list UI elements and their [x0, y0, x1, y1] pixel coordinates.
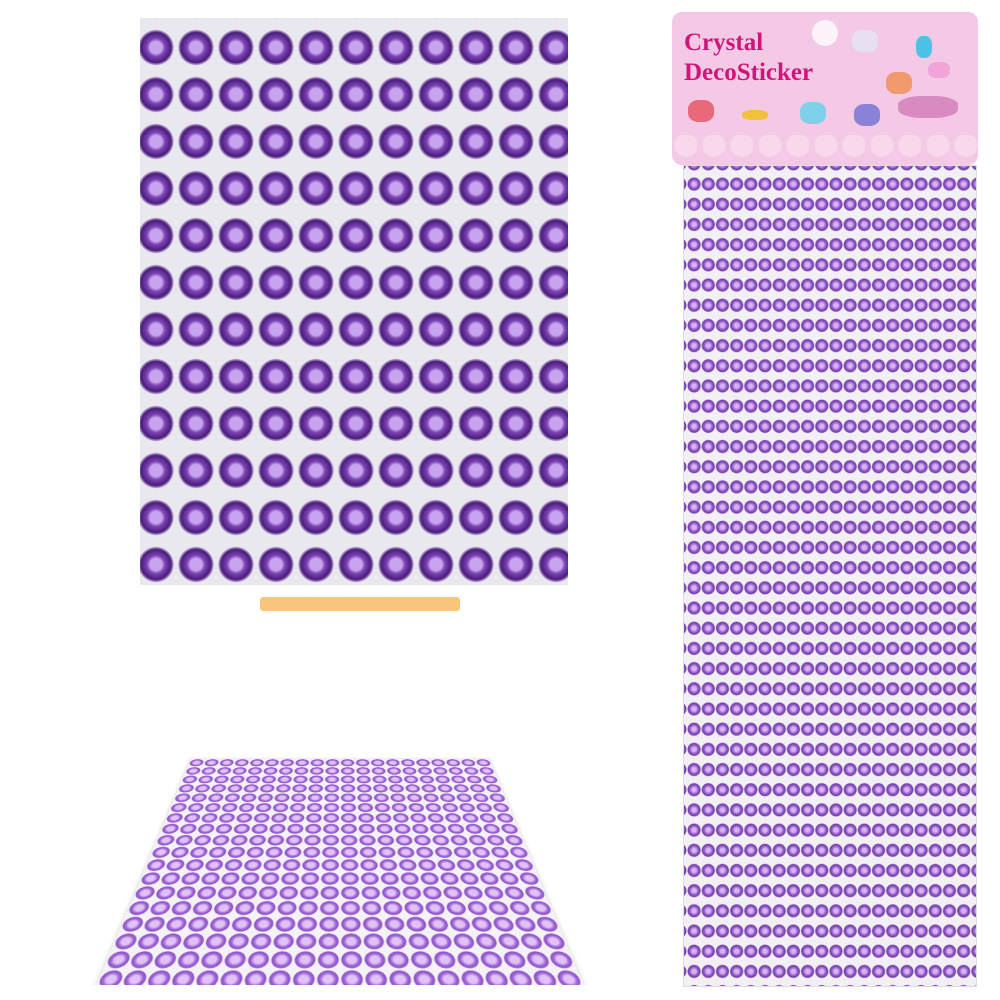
red-heart-gem-icon	[688, 100, 714, 122]
yellow-gem-icon	[742, 110, 768, 120]
blue-gem-icon	[916, 36, 932, 58]
package-header-card: Crystal DecoSticker	[672, 12, 978, 165]
pink-gem-icon	[928, 62, 950, 78]
aqua-gem-icon	[800, 102, 826, 124]
orange-heart-gem-icon	[886, 72, 912, 94]
brand-line2: DecoSticker	[684, 59, 814, 86]
hearts-border	[672, 135, 978, 161]
sheet-header-edge	[260, 597, 460, 611]
brand-title: Crystal DecoSticker	[684, 28, 813, 88]
gem-sheet	[80, 758, 600, 985]
gem-closeup-photo	[140, 18, 568, 585]
diamond-icon	[852, 30, 878, 52]
brand-line1: Crystal	[684, 29, 764, 56]
pink-diamonds-icon	[898, 96, 958, 118]
hang-hole	[812, 20, 838, 46]
gem-sheet-perspective-photo	[20, 595, 660, 985]
gem-sticker-strip	[683, 165, 977, 987]
purple-gem-icon	[854, 104, 880, 126]
